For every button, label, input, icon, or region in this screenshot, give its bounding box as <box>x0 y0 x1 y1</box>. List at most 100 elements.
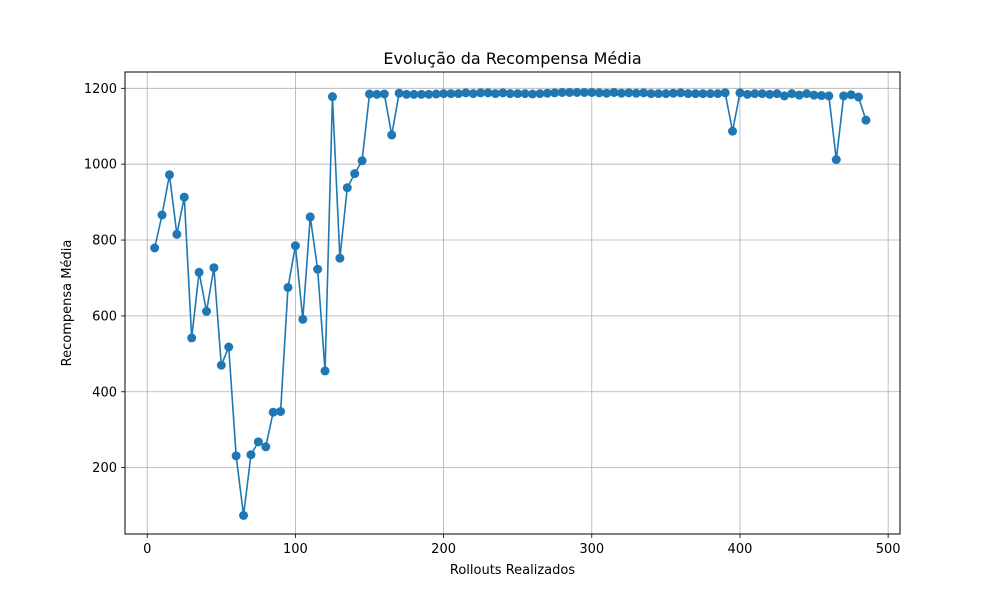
y-tick-label: 1000 <box>84 158 117 173</box>
data-point <box>350 169 360 179</box>
data-point <box>676 88 686 98</box>
data-point <box>490 89 500 99</box>
y-tick-label: 400 <box>92 385 117 400</box>
data-point <box>661 89 671 99</box>
data-point <box>587 87 597 97</box>
data-point <box>320 366 330 376</box>
data-point <box>713 89 723 99</box>
data-point <box>283 282 293 292</box>
data-point <box>202 306 212 316</box>
y-tick-label: 800 <box>92 234 117 249</box>
data-point <box>854 92 864 102</box>
data-point <box>290 241 300 251</box>
data-point <box>616 88 626 98</box>
data-point <box>742 89 752 99</box>
data-point <box>802 89 812 99</box>
data-point <box>572 87 582 97</box>
data-point <box>335 253 345 263</box>
data-point <box>735 88 745 98</box>
data-point <box>268 407 278 417</box>
data-point <box>557 87 567 97</box>
data-point <box>809 90 819 100</box>
data-point <box>653 89 663 99</box>
data-point <box>750 89 760 99</box>
data-point <box>705 89 715 99</box>
data-point <box>646 89 656 99</box>
data-point <box>579 87 589 97</box>
data-point <box>779 91 789 101</box>
data-point <box>402 89 412 99</box>
data-point <box>261 442 271 452</box>
data-point <box>424 89 434 99</box>
y-tick-label: 600 <box>92 309 117 324</box>
data-point <box>691 89 701 99</box>
data-point <box>276 406 286 416</box>
data-point <box>431 89 441 99</box>
data-point <box>372 89 382 99</box>
x-axis-ticks: 0 100 200 300 400 500 <box>143 534 901 557</box>
data-point <box>209 263 219 273</box>
y-tick-label: 1200 <box>84 82 117 97</box>
data-point <box>846 90 856 100</box>
data-point <box>224 342 234 352</box>
gridlines <box>125 72 900 534</box>
data-point <box>720 88 730 98</box>
data-point <box>409 89 419 99</box>
data-point <box>602 88 612 98</box>
data-point <box>624 88 634 98</box>
y-axis-label: Recompensa Média <box>60 240 75 367</box>
data-point <box>535 89 545 99</box>
data-point <box>246 450 256 460</box>
data-point <box>453 89 463 99</box>
data-point <box>253 437 263 447</box>
data-point <box>513 89 523 99</box>
data-point <box>394 88 404 98</box>
data-point <box>461 88 471 98</box>
data-point <box>698 89 708 99</box>
data-point <box>631 88 641 98</box>
data-point <box>609 87 619 97</box>
data-point <box>839 91 849 101</box>
x-tick-label: 300 <box>579 542 604 557</box>
data-point <box>231 451 241 461</box>
data-point <box>387 130 397 140</box>
data-point <box>550 88 560 98</box>
data-point <box>194 267 204 277</box>
data-point <box>861 115 871 125</box>
data-point <box>439 89 449 99</box>
data-point <box>757 89 767 99</box>
data-point <box>239 510 249 520</box>
x-tick-label: 200 <box>431 542 456 557</box>
data-point <box>505 89 515 99</box>
data-point <box>498 88 508 98</box>
x-tick-label: 400 <box>728 542 753 557</box>
x-tick-label: 0 <box>143 542 151 557</box>
data-point <box>765 89 775 99</box>
data-point <box>150 243 160 253</box>
data-point <box>365 89 375 99</box>
x-tick-label: 100 <box>283 542 308 557</box>
data-point <box>683 89 693 99</box>
chart-title: Evolução da Recompensa Média <box>383 49 641 68</box>
data-point <box>357 156 367 166</box>
x-tick-label: 500 <box>876 542 901 557</box>
data-point <box>520 89 530 99</box>
data-point <box>639 88 649 98</box>
data-point <box>216 360 226 370</box>
data-point <box>594 88 604 98</box>
data-point <box>728 126 738 136</box>
data-series <box>150 87 871 520</box>
data-point <box>164 170 174 180</box>
data-point <box>446 89 456 99</box>
data-point <box>483 88 493 98</box>
data-point <box>668 88 678 98</box>
data-point <box>816 91 826 101</box>
plot-area <box>125 72 900 534</box>
data-point <box>772 89 782 99</box>
data-point <box>313 264 323 274</box>
data-point <box>342 183 352 193</box>
data-point <box>528 89 538 99</box>
data-point <box>298 314 308 324</box>
data-point <box>172 229 182 239</box>
